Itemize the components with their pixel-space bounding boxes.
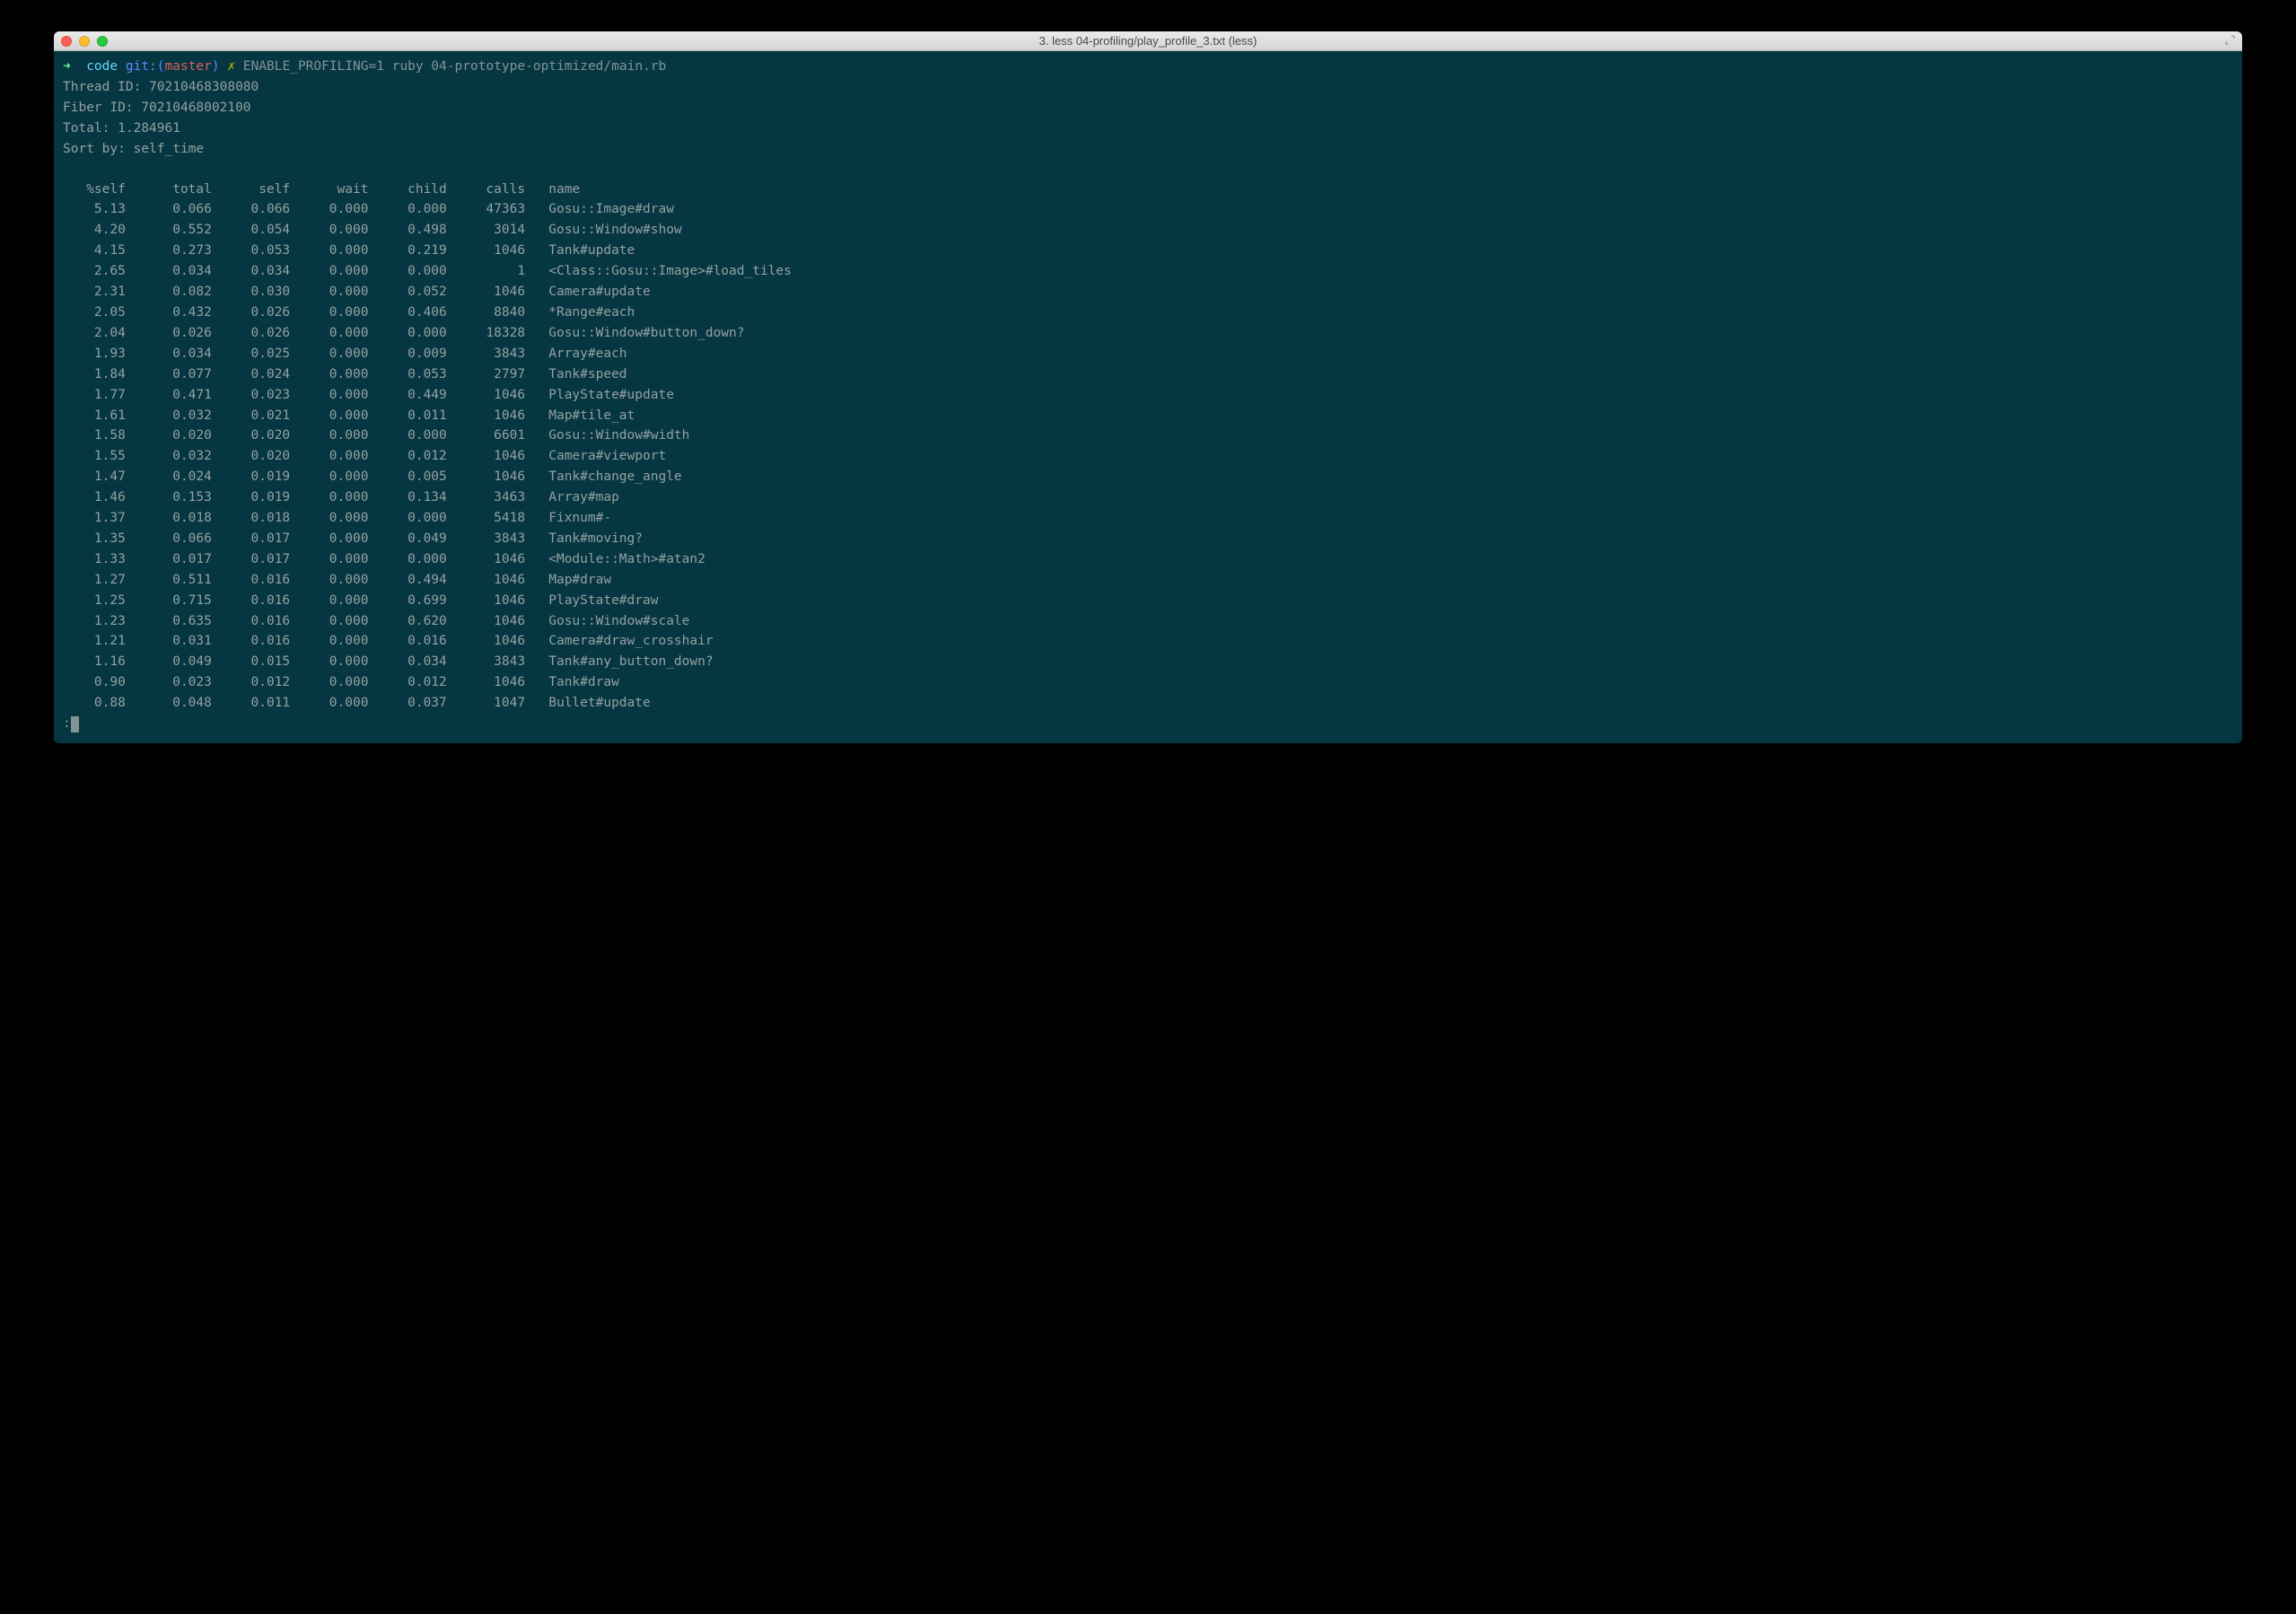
terminal-output[interactable]: ➜ code git:(master) ✗ ENABLE_PROFILING=1… — [54, 51, 2242, 743]
table-row: 1.93 0.034 0.025 0.000 0.009 3843 Array#… — [63, 344, 2233, 364]
less-prompt[interactable]: : — [63, 714, 2233, 734]
table-row: 2.04 0.026 0.026 0.000 0.000 18328 Gosu:… — [63, 323, 2233, 344]
table-row: 0.88 0.048 0.011 0.000 0.037 1047 Bullet… — [63, 693, 2233, 714]
window-title: 3. less 04-profiling/play_profile_3.txt … — [1039, 34, 1258, 48]
table-row: 1.23 0.635 0.016 0.000 0.620 1046 Gosu::… — [63, 611, 2233, 632]
table-row: 4.20 0.552 0.054 0.000 0.498 3014 Gosu::… — [63, 220, 2233, 241]
blank-line — [63, 160, 2233, 180]
traffic-lights — [61, 36, 108, 47]
table-row: 1.35 0.066 0.017 0.000 0.049 3843 Tank#m… — [63, 529, 2233, 549]
table-row: 1.33 0.017 0.017 0.000 0.000 1046 <Modul… — [63, 549, 2233, 570]
prompt-line: ➜ code git:(master) ✗ ENABLE_PROFILING=1… — [63, 57, 2233, 77]
table-row: 1.16 0.049 0.015 0.000 0.034 3843 Tank#a… — [63, 652, 2233, 672]
table-row: 4.15 0.273 0.053 0.000 0.219 1046 Tank#u… — [63, 241, 2233, 261]
table-row: 1.37 0.018 0.018 0.000 0.000 5418 Fixnum… — [63, 508, 2233, 529]
total-line: Total: 1.284961 — [63, 118, 2233, 139]
table-row: 1.61 0.032 0.021 0.000 0.011 1046 Map#ti… — [63, 406, 2233, 426]
prompt-git-close: ) — [212, 59, 220, 74]
prompt-git-label: git:( — [126, 59, 165, 74]
fiber-id-line: Fiber ID: 70210468002100 — [63, 98, 2233, 118]
table-row: 2.65 0.034 0.034 0.000 0.000 1 <Class::G… — [63, 261, 2233, 282]
cursor-icon — [71, 716, 79, 732]
table-row: 1.46 0.153 0.019 0.000 0.134 3463 Array#… — [63, 487, 2233, 508]
table-row: 1.27 0.511 0.016 0.000 0.494 1046 Map#dr… — [63, 570, 2233, 591]
prompt-path: code — [86, 59, 118, 74]
prompt-dirty-icon: ✗ — [227, 59, 235, 74]
table-body: 5.13 0.066 0.066 0.000 0.000 47363 Gosu:… — [63, 199, 2233, 714]
table-row: 2.05 0.432 0.026 0.000 0.406 8840 *Range… — [63, 303, 2233, 323]
table-row: 1.25 0.715 0.016 0.000 0.699 1046 PlaySt… — [63, 591, 2233, 611]
close-button[interactable] — [61, 36, 72, 47]
minimize-button[interactable] — [79, 36, 90, 47]
table-row: 0.90 0.023 0.012 0.000 0.012 1046 Tank#d… — [63, 672, 2233, 693]
maximize-button[interactable] — [97, 36, 108, 47]
table-row: 1.47 0.024 0.019 0.000 0.005 1046 Tank#c… — [63, 467, 2233, 487]
table-row: 5.13 0.066 0.066 0.000 0.000 47363 Gosu:… — [63, 199, 2233, 220]
prompt-branch: master — [165, 59, 212, 74]
terminal-window: 3. less 04-profiling/play_profile_3.txt … — [54, 31, 2242, 743]
prompt-arrow-icon: ➜ — [63, 59, 71, 74]
command-text: ENABLE_PROFILING=1 ruby 04-prototype-opt… — [243, 59, 666, 74]
table-row: 1.55 0.032 0.020 0.000 0.012 1046 Camera… — [63, 446, 2233, 467]
thread-id-line: Thread ID: 70210468308080 — [63, 77, 2233, 98]
table-row: 2.31 0.082 0.030 0.000 0.052 1046 Camera… — [63, 282, 2233, 303]
table-row: 1.58 0.020 0.020 0.000 0.000 6601 Gosu::… — [63, 425, 2233, 446]
table-row: 1.84 0.077 0.024 0.000 0.053 2797 Tank#s… — [63, 364, 2233, 385]
expand-icon[interactable] — [2225, 35, 2235, 48]
table-row: 1.77 0.471 0.023 0.000 0.449 1046 PlaySt… — [63, 385, 2233, 406]
window-titlebar[interactable]: 3. less 04-profiling/play_profile_3.txt … — [54, 31, 2242, 51]
table-row: 1.21 0.031 0.016 0.000 0.016 1046 Camera… — [63, 631, 2233, 652]
sort-line: Sort by: self_time — [63, 139, 2233, 160]
table-header-row: %self total self wait child calls name — [63, 180, 2233, 200]
